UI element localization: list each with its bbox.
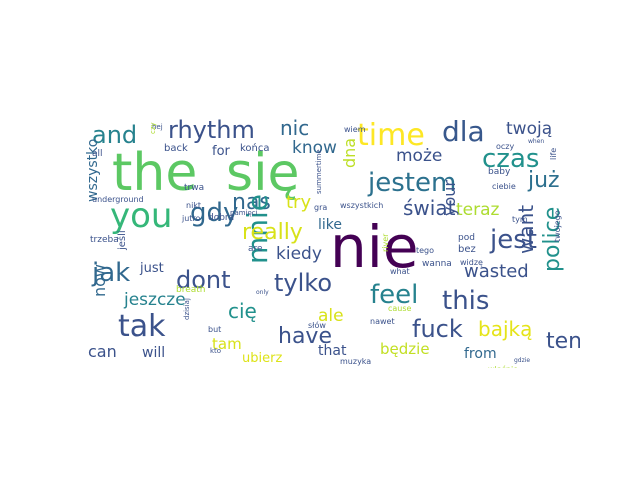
word-really: really: [242, 220, 303, 245]
word-ubierz: ubierz: [242, 351, 283, 366]
word-just: just: [140, 261, 164, 276]
word-time: time: [357, 118, 425, 153]
word-końca: końca: [240, 143, 270, 154]
word-you: you: [110, 196, 173, 236]
word-know: know: [292, 138, 337, 158]
word-ale: ale: [318, 306, 344, 326]
word-dla: dla: [442, 115, 485, 148]
word-that: that: [318, 343, 347, 359]
word-back: back: [164, 143, 188, 154]
word-wiem: wiem: [344, 125, 366, 134]
word-dont: dont: [176, 266, 231, 294]
word-oczy: oczy: [496, 142, 515, 151]
word-your: your: [440, 180, 459, 216]
word-hej: hej: [152, 123, 163, 131]
word-dzisiaj: dzisiaj: [183, 298, 191, 320]
word-dna: dna: [340, 137, 359, 168]
word-czy: czy: [149, 122, 157, 134]
word-jest: jest: [490, 225, 537, 255]
word-trzeba: trzeba: [90, 235, 119, 245]
word-only: only: [256, 289, 269, 296]
word-cloud: the się nie you time jestem dla jest czas rhythm a…: [80, 112, 580, 369]
word-wasted: wasted: [464, 261, 529, 282]
word-nas: nas: [232, 190, 271, 215]
word-when: when: [528, 138, 545, 145]
word-river: river: [381, 233, 390, 252]
word-kto: kto: [210, 347, 222, 355]
word-for: for: [212, 144, 230, 159]
word-teraz: teraz: [456, 200, 500, 220]
word-się: się: [226, 143, 300, 203]
word-cię: cię: [228, 299, 257, 323]
word-all: all: [92, 149, 103, 159]
word-pod: pod: [458, 233, 475, 243]
word-trwa: trwa: [184, 183, 205, 193]
word-czas: czas: [482, 144, 540, 174]
word-feel: feel: [370, 280, 419, 310]
word-tym: tym: [512, 215, 528, 224]
word-rhythm: rhythm: [168, 116, 255, 144]
word-cause: cause: [388, 304, 412, 313]
word-now: now: [90, 263, 109, 297]
word-can: can: [88, 342, 117, 361]
word-and: and: [92, 121, 138, 149]
word-ciebie: ciebie: [492, 182, 516, 191]
word-gdzie: gdzie: [514, 357, 531, 364]
word-wszystkich: wszystkich: [340, 201, 384, 210]
word-jeszcze: jeszcze: [124, 290, 186, 310]
word-bajką: bajką: [478, 317, 533, 341]
word-gdy: gdy: [190, 198, 239, 228]
word-fuck: fuck: [412, 315, 463, 343]
word-jeśli: jeśli: [117, 230, 128, 250]
word-from: from: [464, 346, 497, 362]
word-jestem: jestem: [368, 168, 457, 198]
word-nie: nie: [330, 213, 419, 281]
word-nic: nic: [280, 116, 310, 140]
word-wanna: wanna: [422, 259, 452, 269]
word-gra: gra: [314, 203, 328, 212]
word-nikt: nikt: [186, 201, 202, 210]
word-słów: słów: [308, 321, 326, 330]
word-underground: underground: [92, 195, 144, 204]
word-this: this: [442, 286, 490, 316]
word-może: może: [396, 146, 443, 166]
word-have: have: [278, 324, 332, 349]
word-dobra: dobra: [208, 213, 235, 223]
word-tak: tak: [118, 309, 166, 344]
word-breath: breath: [176, 285, 206, 295]
word-pamięci: pamięci: [230, 209, 258, 217]
word-like: like: [318, 217, 343, 233]
word-kiedy: kiedy: [276, 244, 322, 264]
word-life: life: [549, 147, 558, 160]
word-tylko: tylko: [274, 269, 333, 297]
word-will: will: [142, 345, 166, 361]
word-baby: baby: [488, 167, 511, 177]
word-jak: jak: [92, 258, 131, 288]
word-want: want: [514, 204, 538, 254]
word-summertime: summertime: [315, 149, 323, 194]
word-świat: świat: [403, 196, 456, 220]
word-the: the: [112, 143, 198, 203]
word-nawet: nawet: [370, 317, 395, 326]
word-jutro: jutro: [182, 214, 201, 223]
word-właśnie: właśnie: [488, 366, 518, 369]
word-już: już: [528, 168, 560, 193]
word-bez: bez: [458, 244, 476, 255]
word-try: try: [286, 192, 312, 213]
word-are: are: [248, 244, 263, 254]
word-but: but: [208, 325, 222, 334]
word-tego: tego: [416, 246, 435, 255]
word-tam: tam: [212, 335, 242, 353]
word-twojego: twojego: [553, 210, 562, 242]
word-what: what: [390, 267, 410, 276]
word-będzie: będzie: [380, 340, 430, 358]
word-ten: ten: [546, 329, 580, 354]
word-twoją: twoją: [506, 119, 553, 139]
word-muzyka: muzyka: [340, 357, 372, 366]
word-widzę: widzę: [460, 258, 483, 267]
